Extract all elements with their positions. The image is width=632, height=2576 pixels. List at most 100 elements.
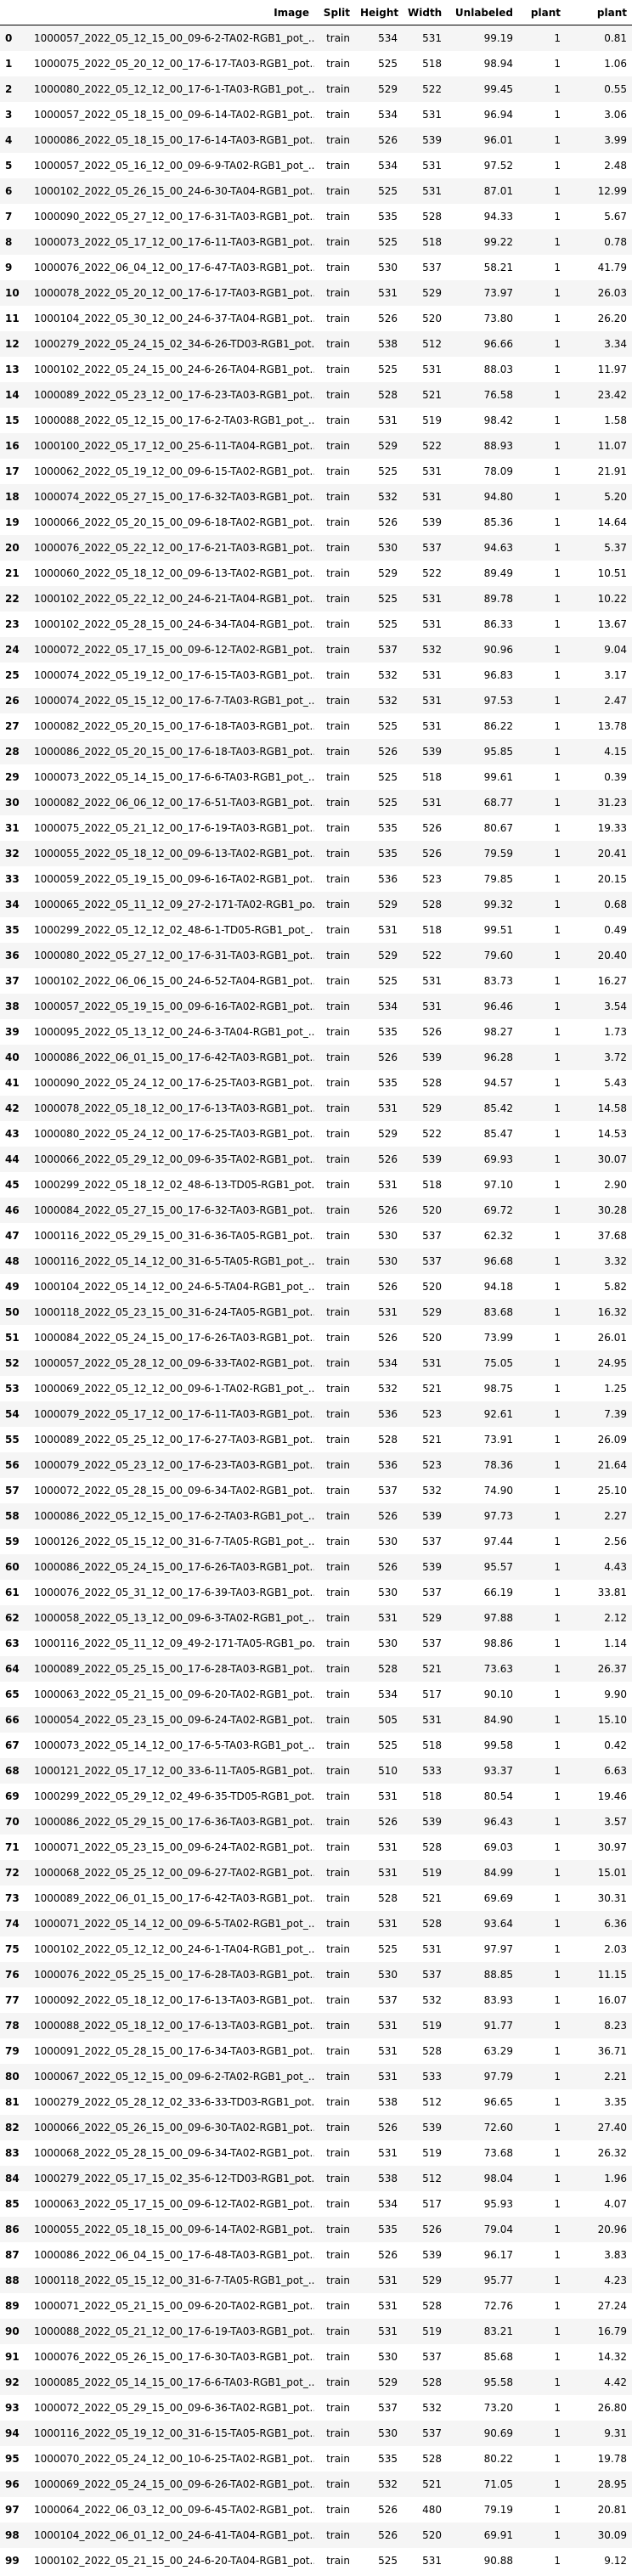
row-index: 16 bbox=[5, 439, 20, 452]
unlabeled-cell: 98.94 bbox=[483, 57, 513, 70]
plant-id-cell: 1 bbox=[554, 770, 561, 783]
table-row: 51 1000084_2022_05_24_15_00_17-6-26-TA03-… bbox=[0, 1324, 632, 1350]
plant-id-cell: 1 bbox=[554, 184, 561, 197]
row-index: 56 bbox=[5, 1458, 20, 1471]
unlabeled-cell: 92.61 bbox=[483, 1407, 513, 1420]
image-cell: 1000116_2022_05_11_12_09_49-2-171-TA05-R… bbox=[34, 1637, 314, 1649]
table-row: 66 1000054_2022_05_23_15_00_09-6-24-TA02-… bbox=[0, 1706, 632, 1733]
row-index: 32 bbox=[5, 847, 20, 860]
plant-id-cell: 1 bbox=[554, 1203, 561, 1216]
unlabeled-cell: 99.61 bbox=[483, 770, 513, 783]
unlabeled-cell: 78.09 bbox=[483, 465, 513, 477]
unlabeled-cell: 96.68 bbox=[483, 1254, 513, 1267]
plant-id-cell: 1 bbox=[554, 1535, 561, 1547]
image-cell: 1000067_2022_05_12_15_00_09-6-2-TA02-RGB… bbox=[34, 2070, 314, 2083]
image-cell: 1000071_2022_05_21_15_00_09-6-20-TA02-RG… bbox=[34, 2299, 314, 2312]
plant-id-cell: 1 bbox=[554, 2044, 561, 2057]
plant-id-cell: 1 bbox=[554, 1637, 561, 1649]
row-index: 73 bbox=[5, 1891, 20, 1904]
image-cell: 1000072_2022_05_28_15_00_09-6-34-TA02-RG… bbox=[34, 1484, 314, 1497]
unlabeled-cell: 69.03 bbox=[483, 1840, 513, 1853]
split-cell: train bbox=[326, 719, 350, 732]
table-row: 81 1000279_2022_05_28_12_02_33-6-33-TD03-… bbox=[0, 2088, 632, 2115]
table-row: 8 1000073_2022_05_17_12_00_17-6-11-TA03-R… bbox=[0, 228, 632, 255]
height-cell: 525 bbox=[378, 796, 398, 809]
row-index: 13 bbox=[5, 363, 20, 375]
row-index: 45 bbox=[5, 1178, 20, 1191]
image-cell: 1000126_2022_05_15_12_00_31-6-7-TA05-RGB… bbox=[34, 1535, 314, 1547]
plant-id-cell: 1 bbox=[554, 1891, 561, 1904]
split-cell: train bbox=[326, 2172, 350, 2184]
plant-pct-cell: 28.95 bbox=[597, 2477, 627, 2490]
unlabeled-cell: 95.57 bbox=[483, 1560, 513, 1573]
table-row: 38 1000057_2022_05_19_15_00_09-6-16-TA02-… bbox=[0, 993, 632, 1019]
plant-id-cell: 1 bbox=[554, 108, 561, 121]
split-cell: train bbox=[326, 1968, 350, 1981]
width-cell: 539 bbox=[422, 1815, 442, 1828]
width-cell: 519 bbox=[422, 1866, 442, 1879]
height-cell: 528 bbox=[378, 1891, 398, 1904]
unlabeled-cell: 73.20 bbox=[483, 2401, 513, 2414]
row-index: 3 bbox=[5, 108, 13, 121]
image-cell: 1000079_2022_05_17_12_00_17-6-11-TA03-RG… bbox=[34, 1407, 314, 1420]
row-index: 74 bbox=[5, 1917, 20, 1930]
plant-pct-cell: 30.97 bbox=[597, 1840, 627, 1853]
plant-pct-cell: 19.78 bbox=[597, 2452, 627, 2465]
table-row: 26 1000074_2022_05_15_12_00_17-6-7-TA03-R… bbox=[0, 687, 632, 713]
unlabeled-cell: 80.54 bbox=[483, 1790, 513, 1802]
height-cell: 532 bbox=[378, 668, 398, 681]
unlabeled-cell: 96.94 bbox=[483, 108, 513, 121]
image-cell: 1000074_2022_05_19_12_00_17-6-15-TA03-RG… bbox=[34, 668, 314, 681]
height-cell: 505 bbox=[378, 1713, 398, 1726]
plant-pct-cell: 3.06 bbox=[604, 108, 627, 121]
plant-pct-cell: 26.20 bbox=[597, 312, 627, 324]
plant-pct-cell: 26.09 bbox=[597, 1433, 627, 1446]
height-cell: 526 bbox=[378, 1153, 398, 1165]
plant-pct-cell: 30.31 bbox=[597, 1891, 627, 1904]
split-cell: train bbox=[326, 1458, 350, 1471]
plant-id-cell: 1 bbox=[554, 1611, 561, 1624]
plant-id-cell: 1 bbox=[554, 974, 561, 987]
unlabeled-cell: 94.80 bbox=[483, 490, 513, 503]
split-cell: train bbox=[326, 2019, 350, 2032]
plant-pct-cell: 26.37 bbox=[597, 1662, 627, 1675]
plant-pct-cell: 1.73 bbox=[604, 1025, 627, 1038]
table-row: 61 1000076_2022_05_31_12_00_17-6-39-TA03-… bbox=[0, 1579, 632, 1605]
unlabeled-cell: 84.99 bbox=[483, 1866, 513, 1879]
image-cell: 1000079_2022_05_23_12_00_17-6-23-TA03-RG… bbox=[34, 1458, 314, 1471]
table-row: 99 1000102_2022_05_21_15_00_24-6-20-TA04-… bbox=[0, 2547, 632, 2573]
image-cell: 1000088_2022_05_18_12_00_17-6-13-TA03-RG… bbox=[34, 2019, 314, 2032]
table-row: 48 1000116_2022_05_14_12_00_31-6-5-TA05-R… bbox=[0, 1248, 632, 1274]
height-cell: 530 bbox=[378, 1586, 398, 1598]
split-cell: train bbox=[326, 2248, 350, 2261]
plant-id-cell: 1 bbox=[554, 2401, 561, 2414]
width-cell: 521 bbox=[422, 1662, 442, 1675]
plant-pct-cell: 13.78 bbox=[597, 719, 627, 732]
width-cell: 529 bbox=[422, 2274, 442, 2286]
unlabeled-cell: 93.37 bbox=[483, 1764, 513, 1777]
width-cell: 532 bbox=[422, 2401, 442, 2414]
image-cell: 1000085_2022_05_14_15_00_17-6-6-TA03-RGB… bbox=[34, 2376, 314, 2388]
table-row: 20 1000076_2022_05_22_12_00_17-6-21-TA03-… bbox=[0, 534, 632, 561]
height-cell: 532 bbox=[378, 2477, 398, 2490]
plant-id-cell: 1 bbox=[554, 796, 561, 809]
row-index: 50 bbox=[5, 1305, 20, 1318]
image-cell: 1000073_2022_05_17_12_00_17-6-11-TA03-RG… bbox=[34, 235, 314, 248]
row-index: 77 bbox=[5, 1993, 20, 2006]
plant-id-cell: 1 bbox=[554, 1560, 561, 1573]
height-cell: 526 bbox=[378, 516, 398, 528]
row-index: 23 bbox=[5, 617, 20, 630]
height-cell: 530 bbox=[378, 2350, 398, 2363]
plant-id-cell: 1 bbox=[554, 668, 561, 681]
unlabeled-cell: 79.59 bbox=[483, 847, 513, 860]
plant-id-cell: 1 bbox=[554, 1942, 561, 1955]
plant-pct-cell: 16.07 bbox=[597, 1993, 627, 2006]
width-cell: 521 bbox=[422, 2477, 442, 2490]
plant-id-cell: 1 bbox=[554, 2325, 561, 2337]
row-index: 62 bbox=[5, 1611, 20, 1624]
plant-id-cell: 1 bbox=[554, 847, 561, 860]
unlabeled-cell: 86.22 bbox=[483, 719, 513, 732]
width-cell: 518 bbox=[422, 770, 442, 783]
image-cell: 1000060_2022_05_18_12_00_09-6-13-TA02-RG… bbox=[34, 566, 314, 579]
unlabeled-cell: 96.83 bbox=[483, 668, 513, 681]
